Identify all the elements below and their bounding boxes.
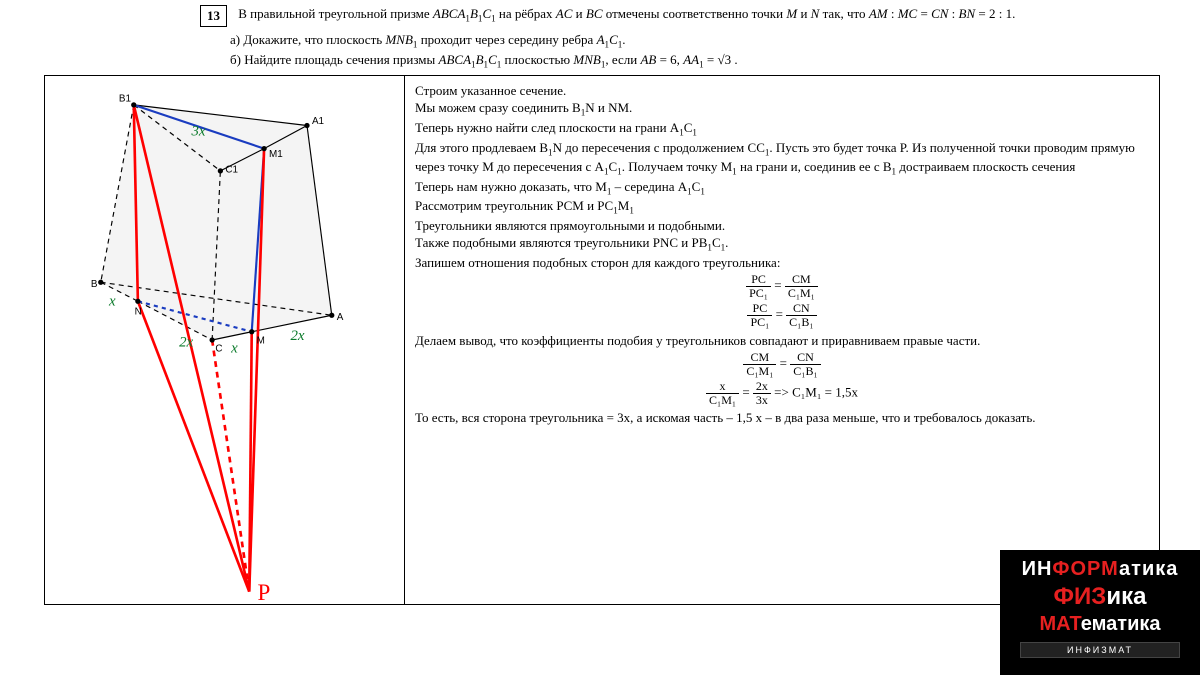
- equation-4: xC₁M₁ = 2x3x => C₁M₁ = 1,5x: [415, 380, 1149, 407]
- sol-p8: Также подобными являются треугольники PN…: [415, 234, 1149, 254]
- problem-number: 13: [200, 5, 227, 27]
- solution-text: Строим указанное сечение. Мы можем сразу…: [405, 76, 1159, 604]
- sol-p3: Теперь нужно найти след плоскости на гра…: [415, 119, 1149, 139]
- equation-2: PCPC₁ = CNC₁B₁: [415, 302, 1149, 329]
- svg-text:x: x: [108, 294, 116, 310]
- svg-text:A1: A1: [312, 116, 325, 127]
- problem-header: 13 В правильной треугольной призме ABCA1…: [0, 0, 1200, 29]
- sol-p5: Теперь нам нужно доказать, что M1 – сере…: [415, 178, 1149, 198]
- problem-statement: В правильной треугольной призме ABCA1B1C…: [238, 6, 1015, 21]
- sol-p4: Для этого продлеваем B1N до пересечения …: [415, 139, 1149, 178]
- svg-text:P: P: [258, 579, 271, 604]
- svg-text:B1: B1: [119, 94, 132, 105]
- solution-box: B1 A1 C1 M1 B A C N M P 3x x 2x x 2x Строим указанное …: [44, 75, 1160, 605]
- sol-p7: Треугольники являются прямоугольными и п…: [415, 217, 1149, 234]
- svg-text:N: N: [135, 307, 142, 318]
- equation-3: CMC₁M₁ = CNC₁B₁: [415, 351, 1149, 378]
- prism-diagram: B1 A1 C1 M1 B A C N M P 3x x 2x x 2x: [45, 76, 404, 604]
- part-b: б) Найдите площадь сечения призмы ABCA1B…: [230, 51, 1160, 71]
- svg-text:B: B: [91, 279, 98, 290]
- sol-p10: Делаем вывод, что коэффициенты подобия у…: [415, 332, 1149, 349]
- sol-p1: Строим указанное сечение.: [415, 82, 1149, 99]
- svg-text:A: A: [337, 312, 344, 323]
- svg-text:x: x: [230, 341, 238, 357]
- sol-p9: Запишем отношения подобных сторон для ка…: [415, 254, 1149, 271]
- diagram-panel: B1 A1 C1 M1 B A C N M P 3x x 2x x 2x: [45, 76, 405, 604]
- part-a: а) Докажите, что плоскость MNB1 проходит…: [230, 31, 1160, 51]
- brand-logo: ИНФОРМатика ФИЗика МАТематика ИНФИЗМАТ: [1000, 550, 1200, 675]
- sol-p11: То есть, вся сторона треугольника = 3x, …: [415, 409, 1149, 426]
- svg-text:2x: 2x: [291, 328, 305, 344]
- svg-text:3x: 3x: [191, 124, 206, 140]
- sol-p6: Рассмотрим треугольник PCM и PC1M1: [415, 197, 1149, 217]
- equation-1: PCPC₁ = CMC₁M₁: [415, 273, 1149, 300]
- problem-parts: а) Докажите, что плоскость MNB1 проходит…: [0, 29, 1200, 76]
- svg-text:C: C: [215, 344, 222, 355]
- svg-text:M: M: [257, 335, 265, 346]
- svg-text:M1: M1: [269, 149, 283, 160]
- svg-text:C1: C1: [225, 165, 238, 176]
- svg-text:2x: 2x: [179, 335, 193, 351]
- sol-p2: Мы можем сразу соединить B1N и NM.: [415, 99, 1149, 119]
